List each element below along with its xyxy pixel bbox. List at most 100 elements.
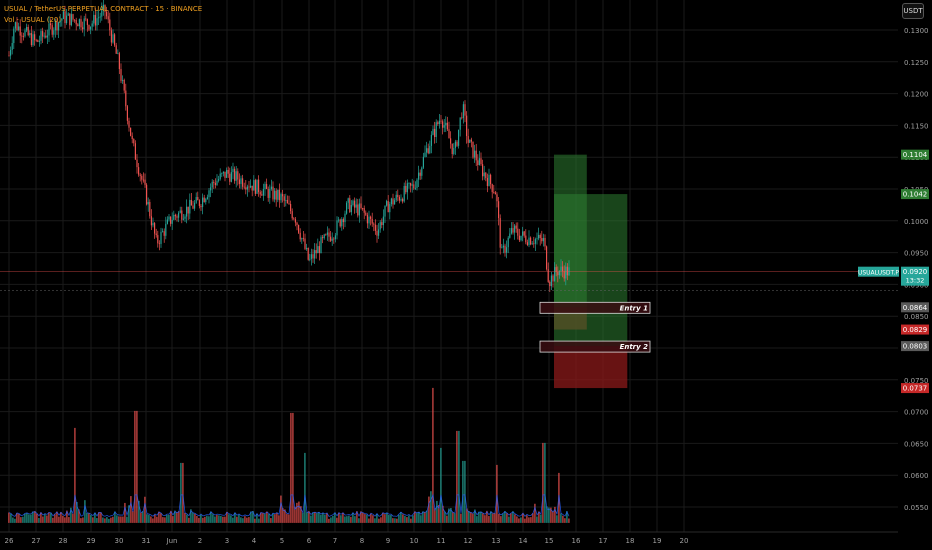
time-tick-label: 10 xyxy=(410,537,419,545)
candle-body xyxy=(302,238,304,240)
time-tick-label: Jun xyxy=(166,537,178,545)
time-tick-label: 8 xyxy=(360,537,364,545)
volume-bar xyxy=(272,513,274,523)
candle-body xyxy=(269,189,271,198)
volume-bar xyxy=(360,511,362,523)
candle-body xyxy=(102,4,104,10)
time-tick-label: 3 xyxy=(225,537,229,545)
candle-body xyxy=(485,172,487,179)
currency-button[interactable]: USDT xyxy=(902,3,924,19)
volume-bar xyxy=(180,462,182,523)
volume-bar xyxy=(186,514,188,523)
volume-bar xyxy=(102,517,104,523)
candle-body xyxy=(318,246,320,254)
price-tick-label: 0.0850 xyxy=(904,313,929,321)
candle-body xyxy=(408,183,410,184)
volume-bar xyxy=(438,504,440,523)
candle-body xyxy=(544,237,546,247)
candle-body xyxy=(462,104,464,118)
candle-body xyxy=(190,199,192,206)
candle-body xyxy=(264,183,266,190)
volume-bar xyxy=(352,512,354,523)
volume-bar xyxy=(462,460,464,523)
volume-bar xyxy=(258,518,260,523)
price-label-bg xyxy=(901,302,929,313)
volume-bar xyxy=(402,514,404,523)
candle-body xyxy=(56,20,58,31)
candle-body xyxy=(363,208,365,213)
candle-body xyxy=(82,27,84,30)
volume-bar xyxy=(492,513,494,523)
volume-bar xyxy=(448,508,450,523)
candle-body xyxy=(518,235,520,241)
candle-body xyxy=(282,194,284,197)
volume-bar xyxy=(408,515,410,523)
price-label-bg xyxy=(901,324,929,335)
volume-bar xyxy=(50,512,52,523)
candle-body xyxy=(256,179,258,194)
volume-bar xyxy=(522,513,524,523)
time-axis[interactable]: 26 27 28 29 30 31 Jun 2 3 4 5 6 7 8 9 10 11 12 13 14 15 16 17 1… xyxy=(0,531,898,545)
candle-body xyxy=(381,222,383,226)
candle-body xyxy=(565,266,567,279)
candle-body xyxy=(262,189,264,196)
candle-body xyxy=(182,218,184,220)
candle-body xyxy=(451,143,453,155)
volume-bar xyxy=(114,511,116,523)
candle-body xyxy=(162,231,164,233)
time-tick-label: 9 xyxy=(386,537,390,545)
candle-body xyxy=(456,141,458,146)
volume-bar xyxy=(30,514,32,523)
candle-body xyxy=(352,200,354,206)
volume-bar xyxy=(346,516,348,523)
volume-bar xyxy=(486,510,488,523)
stop-zone xyxy=(554,346,628,389)
candle-body xyxy=(150,216,152,226)
volume-bar xyxy=(28,514,30,523)
volume-bar xyxy=(184,512,186,523)
candle-body xyxy=(336,220,338,236)
candle-body xyxy=(414,187,416,189)
candle-body xyxy=(517,228,519,236)
candle-body xyxy=(376,230,378,236)
volume-bar xyxy=(188,517,190,523)
candle-body xyxy=(22,35,24,37)
volume-bar xyxy=(324,514,326,523)
candle-body xyxy=(126,106,128,121)
volume-bar xyxy=(520,517,522,523)
volume-bar xyxy=(216,514,218,523)
volume-bar xyxy=(406,517,408,523)
candle-body xyxy=(293,218,295,220)
volume-bar xyxy=(174,510,176,523)
candle-body xyxy=(502,245,504,248)
volume-bar xyxy=(312,512,314,523)
volume-bar xyxy=(334,512,336,523)
candle-body xyxy=(555,267,557,272)
volume-bar xyxy=(182,462,184,523)
volume-bar xyxy=(36,513,38,523)
entry-box xyxy=(539,340,651,353)
price-tick-label: 0.0550 xyxy=(904,504,929,512)
price-tick-label: 0.0650 xyxy=(904,440,929,448)
volume-bar xyxy=(254,518,256,523)
volume-bar xyxy=(372,515,374,523)
volume-bar xyxy=(280,495,282,523)
volume-bar xyxy=(262,513,264,523)
time-tick-label: 4 xyxy=(252,537,257,545)
volume-bar xyxy=(46,515,48,523)
volume-bar xyxy=(564,518,566,523)
candle-body xyxy=(314,250,316,259)
volume-bar xyxy=(376,513,378,523)
candle-body xyxy=(115,45,117,54)
candle-body xyxy=(371,218,373,224)
candle-body xyxy=(253,180,255,191)
position-zones xyxy=(554,154,628,389)
volume-bar xyxy=(500,516,502,523)
volume-bar xyxy=(420,515,422,523)
candle-body xyxy=(549,281,551,287)
candle-body xyxy=(384,205,386,217)
entry-boxes[interactable]: Entry 1 Entry 2 xyxy=(539,301,651,353)
volume-bar xyxy=(62,515,64,523)
candle-body xyxy=(125,90,127,107)
